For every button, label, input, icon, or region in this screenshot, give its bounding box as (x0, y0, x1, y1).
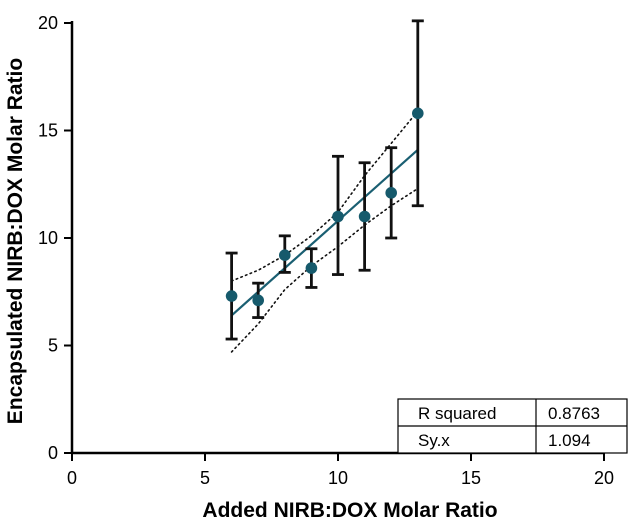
x-tick-label: 20 (594, 468, 614, 488)
x-tick-label: 10 (328, 468, 348, 488)
tick-labels: 0 5 10 15 20 0 5 10 15 20 (38, 13, 614, 488)
data-point (305, 262, 318, 274)
y-tick-label: 0 (48, 443, 58, 463)
data-point (358, 210, 371, 223)
x-tick-label: 0 (67, 468, 77, 488)
y-tick-label: 15 (38, 121, 58, 141)
stats-label-syx: Sy.x (418, 431, 450, 450)
y-tick-label: 10 (38, 228, 58, 248)
data-point (279, 249, 291, 261)
y-tick-label: 20 (38, 13, 58, 33)
y-tick-label: 5 (48, 336, 58, 356)
stats-value-syx: 1.094 (548, 431, 591, 450)
x-tick-label: 5 (200, 468, 210, 488)
fit-line (230, 149, 419, 317)
x-tick-label: 15 (461, 468, 481, 488)
axes (64, 21, 605, 461)
stats-table: R squared 0.8763 Sy.x 1.094 (397, 398, 628, 454)
data-point (385, 187, 398, 199)
data-point (412, 107, 424, 120)
stats-value-r-squared: 0.8763 (548, 404, 600, 423)
x-axis-title: Added NIRB:DOX Molar Ratio (202, 499, 497, 522)
stats-label-r-squared: R squared (418, 404, 496, 423)
data-point (332, 210, 344, 223)
data-point (252, 294, 264, 307)
data-points (225, 107, 424, 307)
data-point (225, 290, 238, 302)
fit-line-group (230, 149, 419, 317)
y-axis-title: Encapsulated NIRB:DOX Molar Ratio (4, 58, 27, 424)
confidence-band-upper (230, 110, 419, 282)
error-bars (225, 19, 424, 341)
